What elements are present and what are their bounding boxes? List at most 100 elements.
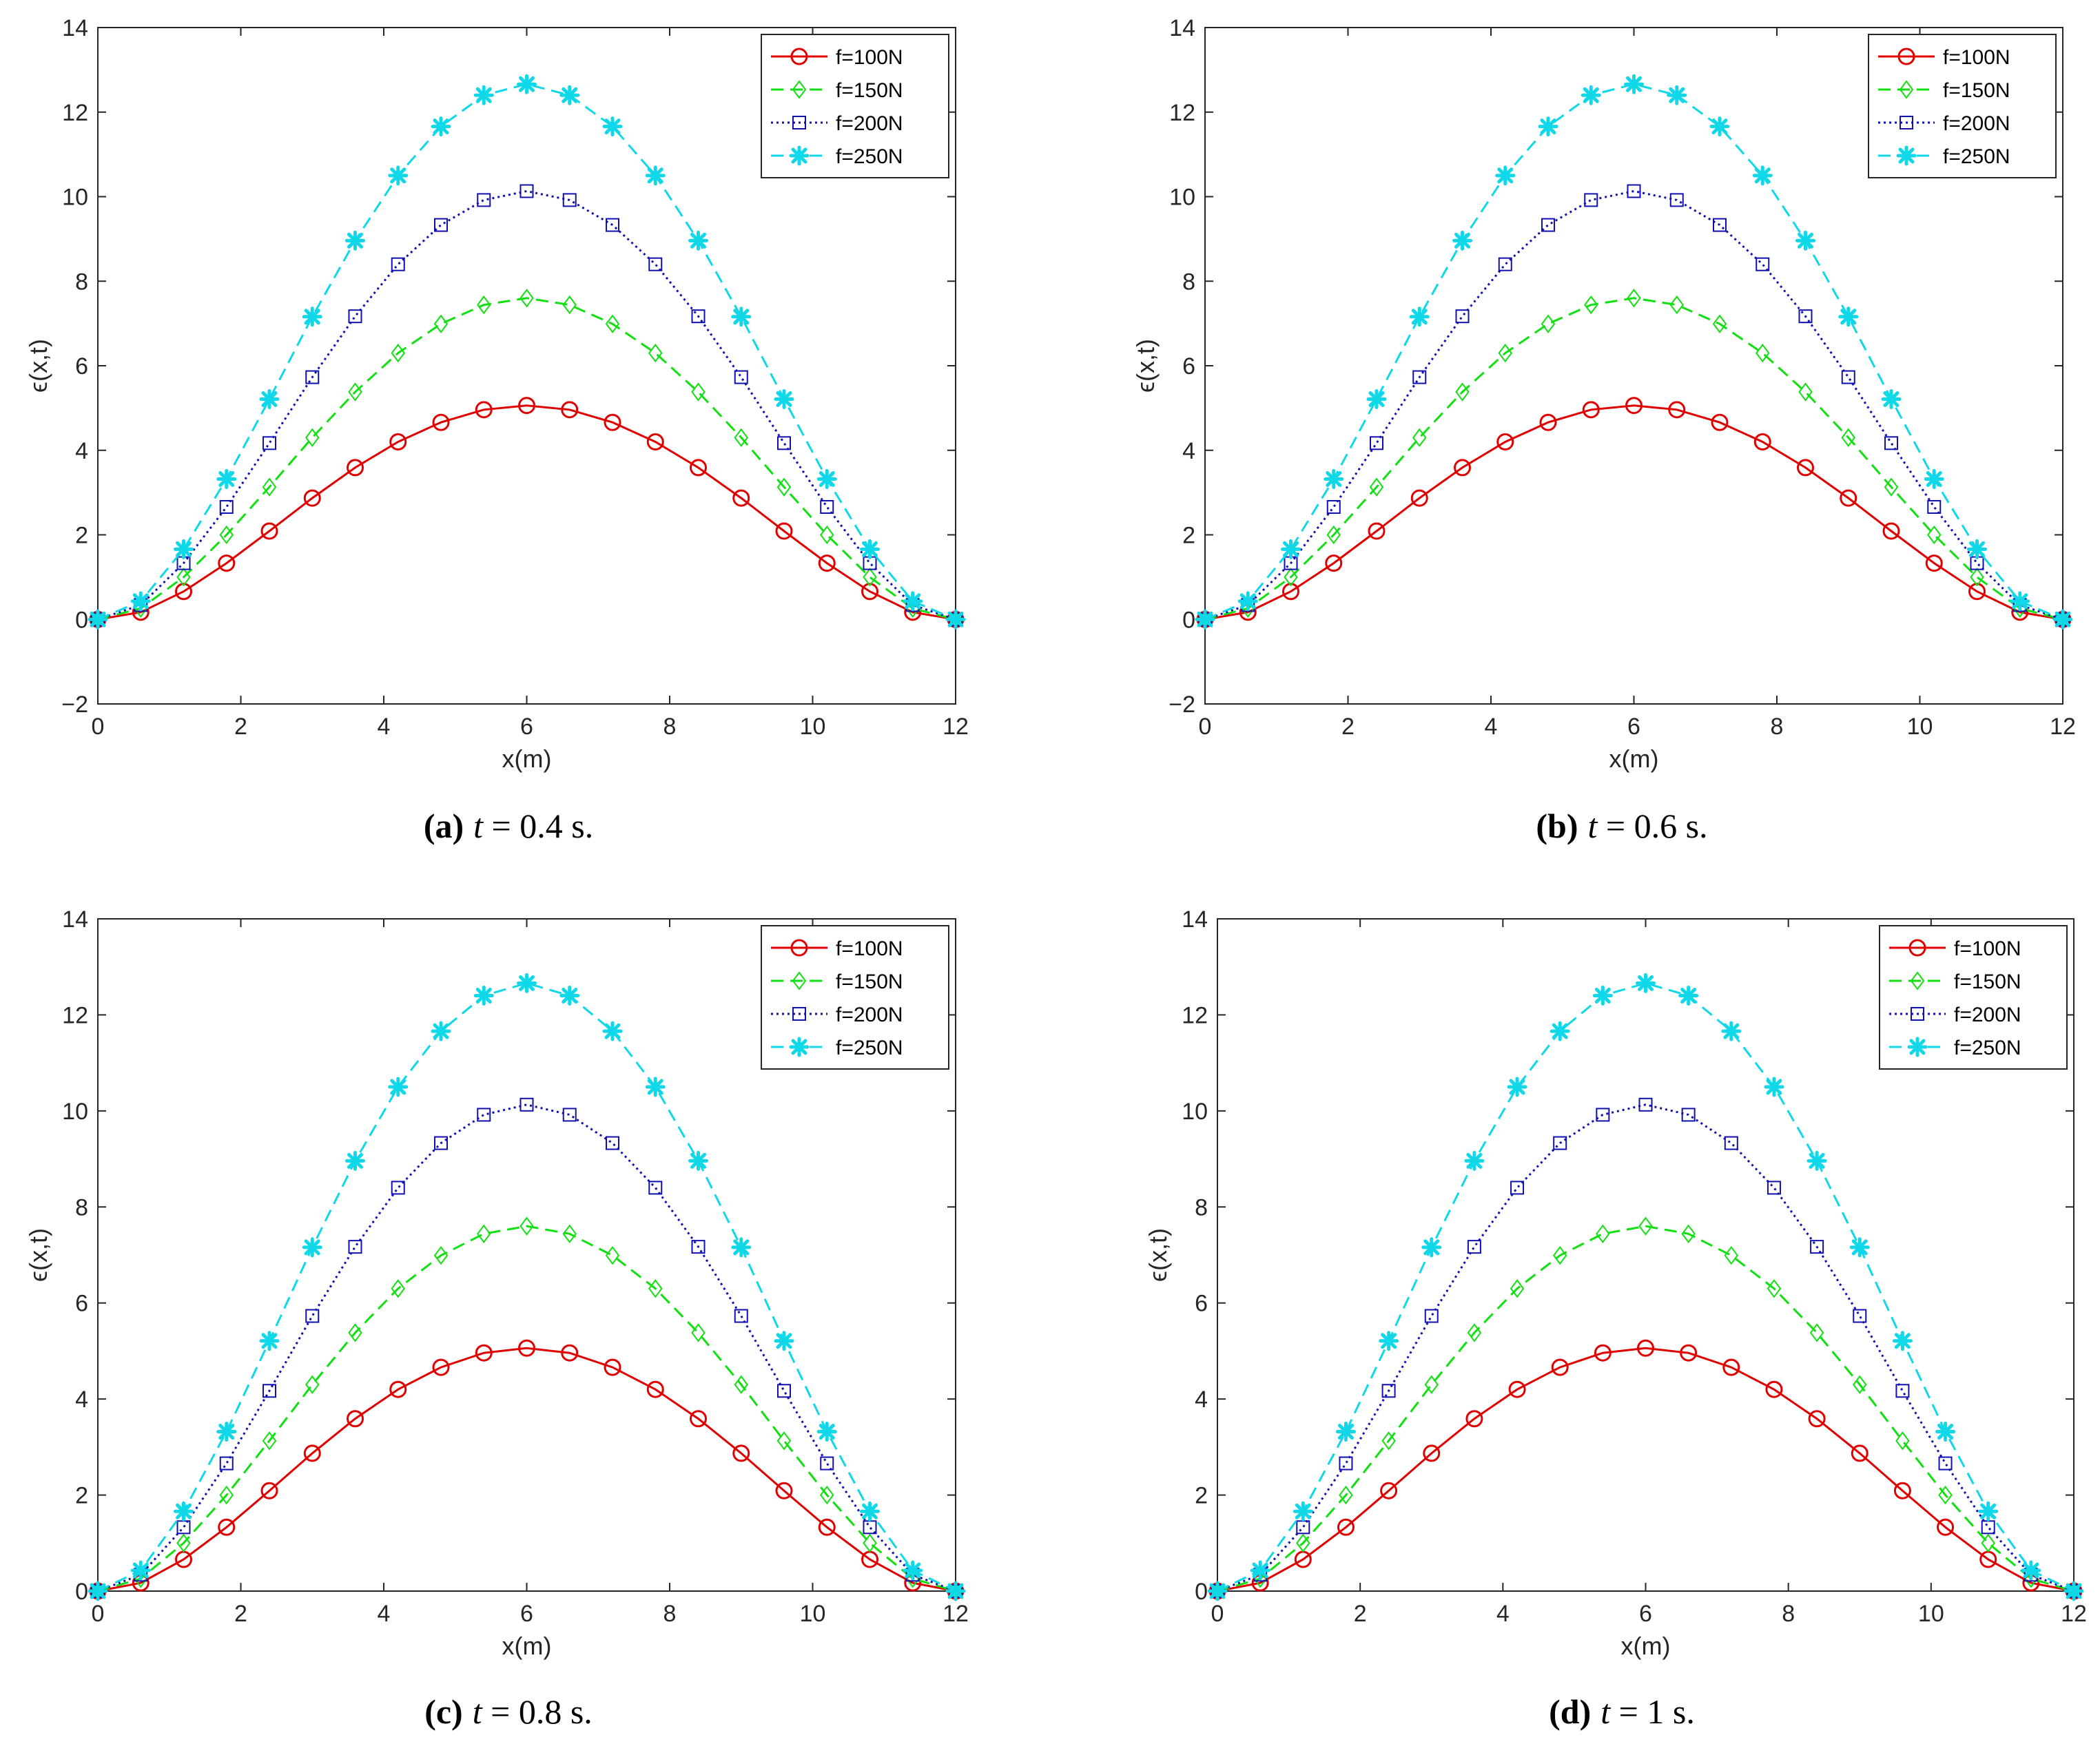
- data-point: [604, 1358, 621, 1376]
- legend-marker: [1896, 145, 1917, 166]
- data-point: [1326, 525, 1341, 545]
- data-point: [734, 370, 748, 384]
- legend-item: f=100N: [771, 46, 903, 69]
- data-point: [648, 1181, 663, 1195]
- caption-value: = 1 s.: [1610, 1692, 1695, 1731]
- legend-item: f=100N: [771, 937, 903, 960]
- data-point: [433, 314, 449, 333]
- x-tick-label: 12: [943, 714, 969, 740]
- data-point: [605, 314, 620, 333]
- series-line: [97, 189, 956, 621]
- data-point: [477, 1224, 491, 1243]
- data-point: [434, 218, 448, 232]
- data-point: [1324, 468, 1344, 489]
- data-point: [219, 1456, 234, 1471]
- data-point: [1293, 1501, 1313, 1522]
- data-point: [861, 583, 878, 601]
- data-point: [1709, 116, 1730, 137]
- data-point: [2010, 591, 2030, 612]
- caption-label: (b): [1536, 807, 1578, 845]
- data-point: [863, 1533, 877, 1553]
- data-point: [259, 1331, 280, 1351]
- data-point: [690, 459, 707, 477]
- data-point: [860, 1501, 880, 1522]
- data-point: [518, 1339, 535, 1357]
- data-point: [903, 1560, 923, 1581]
- data-point: [389, 433, 407, 450]
- legend-marker: [792, 1007, 806, 1021]
- data-point: [1282, 583, 1299, 601]
- caption-variable: t: [1588, 807, 1598, 845]
- series-line: [1217, 1103, 2075, 1592]
- data-point: [517, 973, 537, 993]
- data-point: [1594, 1344, 1612, 1362]
- legend-label: f=150N: [836, 79, 903, 102]
- legend-item: f=150N: [1889, 970, 2021, 993]
- data-point: [1592, 986, 1613, 1006]
- data-point: [1753, 433, 1771, 450]
- y-tick-label: 10: [62, 1099, 88, 1125]
- data-point: [562, 295, 577, 315]
- data-point: [2063, 1581, 2084, 1601]
- y-tick-label: 12: [62, 100, 88, 126]
- data-point: [1596, 1108, 1610, 1122]
- series-f=200N: [1198, 184, 2070, 627]
- x-tick-label: 10: [800, 714, 826, 740]
- data-point: [1798, 309, 1813, 324]
- data-point: [1806, 1150, 1827, 1171]
- data-point: [1541, 314, 1556, 333]
- data-point: [1550, 1021, 1570, 1041]
- data-point: [1325, 554, 1343, 572]
- data-point: [1667, 85, 1687, 105]
- data-point: [348, 309, 362, 324]
- data-point: [731, 1237, 752, 1258]
- x-tick-label: 8: [1782, 1601, 1795, 1627]
- x-tick-label: 12: [2061, 1601, 2087, 1627]
- data-point: [777, 436, 791, 450]
- x-tick-label: 6: [1639, 1601, 1652, 1627]
- y-tick-label: 14: [62, 906, 88, 933]
- legend-item: f=150N: [771, 970, 903, 993]
- data-point: [1507, 1077, 1527, 1097]
- data-point: [1284, 568, 1298, 587]
- legend-marker: [1907, 1037, 1928, 1057]
- data-point: [2021, 1560, 2041, 1581]
- x-tick-label: 10: [800, 1601, 826, 1627]
- data-point: [347, 459, 364, 477]
- data-point: [305, 428, 320, 448]
- y-tick-label: 6: [1195, 1291, 1208, 1317]
- legend-marker: [1911, 1007, 1924, 1021]
- data-point: [473, 85, 494, 105]
- series-line: [97, 1225, 956, 1592]
- data-point: [1895, 1384, 1910, 1398]
- data-point: [648, 343, 663, 363]
- data-point: [519, 289, 534, 308]
- data-point: [1882, 522, 1900, 540]
- data-point: [1884, 436, 1898, 450]
- data-point: [218, 1518, 236, 1536]
- data-point: [391, 343, 405, 363]
- legend-marker: [792, 116, 806, 129]
- data-point: [130, 591, 151, 612]
- legend: f=100N f=150N f=200N f=250N: [1868, 34, 2057, 178]
- data-point: [1797, 459, 1814, 477]
- data-point: [645, 1077, 666, 1097]
- data-point: [646, 1380, 664, 1398]
- x-tick-label: 8: [1771, 714, 1784, 740]
- data-point: [562, 1224, 577, 1243]
- data-point: [1596, 1224, 1610, 1243]
- data-point: [1849, 1237, 1870, 1258]
- data-point: [820, 499, 834, 514]
- data-point: [1795, 230, 1815, 251]
- y-tick-label: 8: [75, 1194, 88, 1221]
- y-tick-label: 2: [1182, 523, 1195, 549]
- legend-label: f=100N: [836, 937, 903, 960]
- data-point: [1627, 184, 1641, 198]
- legend-marker: [1900, 116, 1913, 129]
- data-point: [1424, 1375, 1439, 1394]
- data-point: [305, 370, 320, 384]
- data-point: [262, 1431, 277, 1451]
- data-point: [391, 257, 405, 271]
- data-point: [1421, 1237, 1442, 1258]
- data-point: [820, 1485, 834, 1505]
